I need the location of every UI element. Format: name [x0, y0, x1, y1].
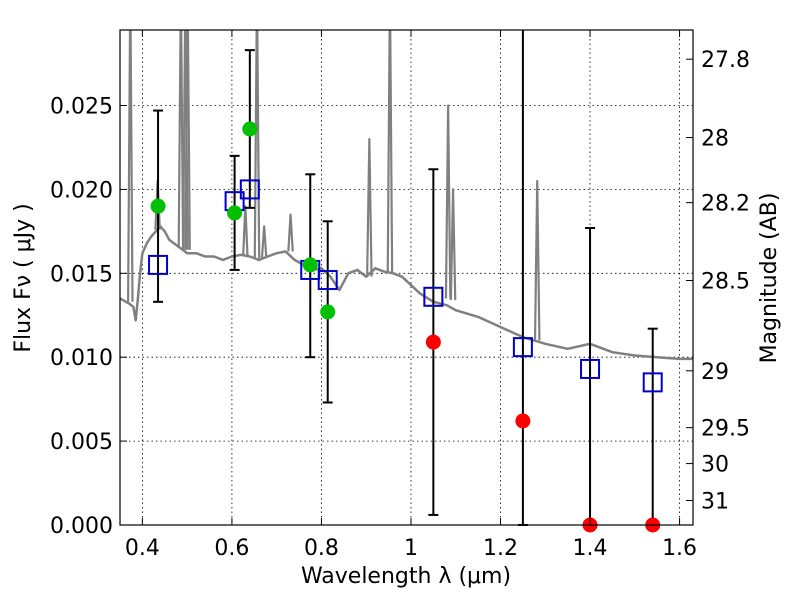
y-tick-label: 0.020: [50, 178, 113, 203]
mag-tick-label: 28.5: [701, 270, 750, 295]
mag-tick-label: 31: [701, 490, 729, 515]
model-photometry-square: [239, 179, 260, 200]
y-tick-label: 0.005: [50, 430, 113, 455]
y-axis-left: 0.000 0.005 0.010 0.015 0.020 0.025: [50, 95, 127, 539]
emission-line: [184, 30, 191, 250]
detection-point: [227, 205, 243, 221]
x-tick-label: 0.8: [304, 536, 339, 561]
x-tick-label: 1.4: [573, 536, 608, 561]
detection-point: [150, 198, 166, 214]
model-photometry-square: [423, 286, 444, 307]
y-axis-right: 27.8 28 28.2 28.5 29 29.5 30 31: [686, 48, 750, 515]
emission-line: [444, 104, 452, 299]
model-photometry-square: [317, 270, 338, 291]
mag-tick-label: 27.8: [701, 48, 750, 73]
emission-line: [449, 188, 457, 301]
emission-line: [253, 30, 261, 259]
detection-point: [320, 304, 336, 320]
y-tick-label: 0.010: [50, 346, 113, 371]
model-photometry-square: [512, 337, 533, 358]
y-tick-label: 0.025: [50, 95, 113, 120]
detection-point: [302, 257, 318, 273]
mag-tick-label: 30: [701, 453, 729, 478]
non-detection-point: [515, 413, 531, 429]
emission-line: [287, 213, 294, 252]
mag-tick-label: 29.5: [701, 417, 750, 442]
mag-tick-label: 28.2: [701, 192, 750, 217]
y-axis-label-right: Magnitude (AB): [757, 193, 782, 364]
non-detection-point: [425, 334, 441, 350]
emission-line: [242, 205, 249, 257]
markers-layer: [148, 121, 663, 533]
y-tick-label: 0.000: [50, 514, 113, 539]
x-axis-label: Wavelength λ (μm): [301, 564, 511, 589]
plot-background: [120, 30, 693, 525]
x-tick-label: 0.6: [214, 536, 249, 561]
detection-point: [242, 121, 258, 137]
mag-tick-label: 29: [701, 360, 729, 385]
y-axis-label-left: Flux Fν ( μJy ): [11, 203, 36, 352]
emission-line: [533, 179, 541, 341]
mag-tick-label: 28: [701, 127, 729, 152]
y-tick-label: 0.015: [50, 262, 113, 287]
x-tick-label: 1.6: [662, 536, 697, 561]
emission-line: [386, 30, 394, 274]
x-tick-label: 1: [404, 536, 418, 561]
emission-line: [177, 30, 185, 249]
model-photometry-square: [642, 372, 663, 393]
emission-line: [366, 137, 373, 277]
model-photometry-square: [580, 358, 601, 379]
x-tick-label: 1.2: [483, 536, 518, 561]
plot-frame: [119, 29, 694, 526]
emission-line: [260, 225, 268, 259]
emission-line: [126, 30, 134, 302]
x-tick-label: 0.4: [125, 536, 160, 561]
x-axis: 0.4 0.6 0.8 1 1.2 1.4 1.6: [125, 30, 697, 561]
model-photometry-square: [148, 254, 169, 275]
